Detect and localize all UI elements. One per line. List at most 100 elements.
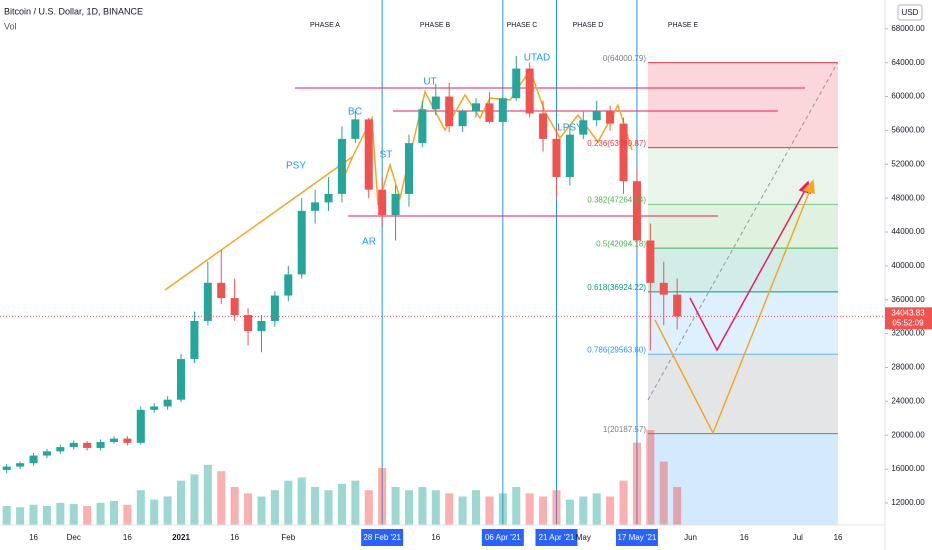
y-tick-label: 24000.00 [891,396,925,405]
volume-bar [217,471,226,525]
volume-bar [16,507,25,525]
volume-bar [177,480,186,525]
projection-path [654,184,813,435]
volume-bar [525,493,534,525]
wyckoff-label: ST [380,150,393,161]
candle-body [418,109,427,144]
volume-bar [230,487,239,525]
candle-body [431,96,440,110]
volume-bar [606,496,615,525]
candle-body [96,442,105,448]
fib-zone [648,248,838,292]
volume-bar [498,493,507,525]
volume-bar [337,483,346,525]
volume-bar [42,506,51,525]
volume-bar [565,499,574,525]
fib-zone [648,62,838,148]
volume-bar [83,506,92,525]
volume-bar [579,496,588,525]
candle-body [552,138,561,177]
candle-body [458,110,467,127]
volume-bar [297,477,306,525]
x-tick-label: 21 Apr '21 [539,533,575,542]
candle-body [324,193,333,203]
volume-bar [69,504,78,525]
volume-bar [431,490,440,525]
volume-bar [673,487,682,525]
x-tick-label: Jul [793,533,803,542]
y-tick-label: 68000.00 [891,24,925,33]
volume-bar [2,506,11,525]
candle-body [56,447,65,452]
x-tick-label: 28 Feb '21 [363,533,401,542]
fib-label: 0.5(42094.18) [596,239,646,248]
trend-line [164,156,353,291]
volume-bar [418,487,427,525]
volume-bar [364,490,373,525]
date-badge [535,529,578,546]
currency-label: USD [902,8,919,17]
candle-body [606,110,615,124]
y-tick-label: 56000.00 [891,126,925,135]
volume-bar [472,490,481,525]
currency-badge[interactable] [897,4,923,21]
x-tick-label: 16 [230,533,239,542]
volume-bar [56,502,65,525]
candle-body [42,451,51,456]
volume-bar [646,430,655,525]
candle-body [592,110,601,121]
candle-body [83,442,92,448]
candle-body [632,181,641,241]
candle-body [190,320,199,360]
candle-body [337,138,346,194]
volume-bar [163,496,172,525]
fib-label: 0.236(53960.87) [587,139,646,148]
candle-body [311,202,320,211]
phase-label: PHASE B [420,22,451,29]
candle-body [123,438,132,443]
volume-bar [136,490,145,525]
chart-title: Bitcoin / U.S. Dollar, 1D, BINANCE [4,6,143,16]
wyckoff-label: BC [348,107,362,118]
x-tick-label: Dec [67,533,81,542]
candle-body [297,210,306,275]
fib-label: 0.786(29563.60) [587,345,646,354]
volume-bar [244,493,253,525]
x-tick-label: Feb [281,533,295,542]
y-tick-label: 48000.00 [891,193,925,202]
phase-label: PHASE A [310,22,340,29]
fib-label: 1(20187.57) [603,425,646,434]
volume-bar [150,499,159,525]
fib-zone [648,433,838,525]
candle-body [404,143,413,194]
y-tick-label: 36000.00 [891,295,925,304]
volume-bar [324,490,333,525]
candle-body [163,399,172,407]
candle-body [485,103,494,122]
candle-body [217,282,226,299]
candle-body [69,442,78,448]
volume-bar [96,502,105,525]
volume-bar [284,480,293,525]
candle-body [177,359,186,400]
candle-body [445,96,454,127]
drawings [164,61,839,435]
fib-label: 0.382(47264.14) [587,195,646,204]
candle-body [539,113,548,139]
countdown: 05:52:09 [892,318,924,327]
fib-label: 0(64000.79) [603,54,646,63]
volume-bar [109,500,118,525]
wyckoff-label: PSY [286,161,306,172]
x-tick-label: Jun [684,533,697,542]
wyckoff-label: UTAD [524,53,550,64]
fib-zone [648,147,838,205]
x-tick-label: May [576,533,591,542]
x-tick-label: 2021 [172,533,190,542]
candle-body [512,68,521,99]
candle-body [244,315,253,332]
candle-body [257,320,266,332]
y-tick-label: 32000.00 [891,329,925,338]
x-tick-label: 16 [123,533,132,542]
phase-label: PHASE D [573,22,604,29]
volume-bar [552,490,561,525]
